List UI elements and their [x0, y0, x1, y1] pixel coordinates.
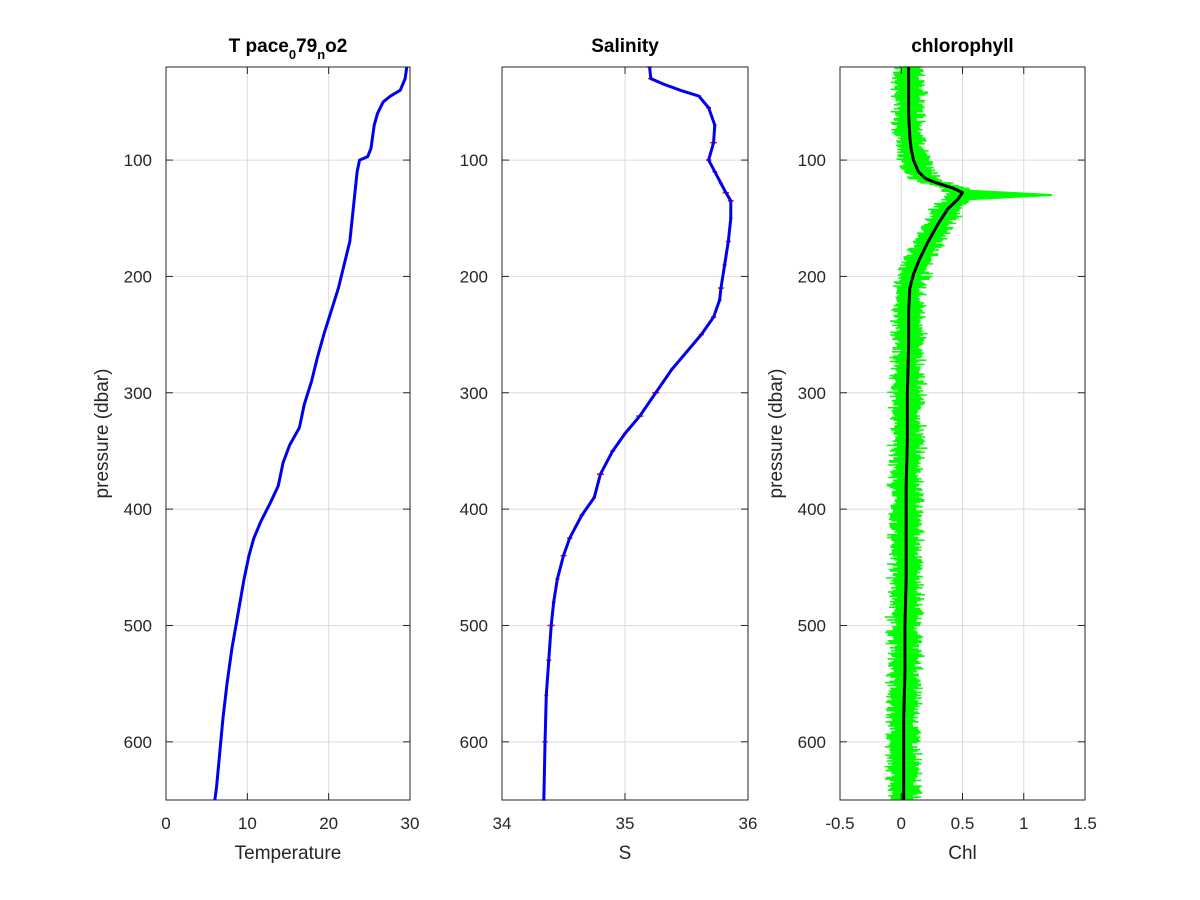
temperature-title: T pace079no2	[229, 36, 348, 62]
temperature-profile-line	[213, 66, 409, 801]
chlorophyll-title: chlorophyll	[911, 36, 1013, 57]
temperature-ticks: 0 10 20 30 100 200 300 400 500 600	[124, 67, 420, 833]
y-tick-label: 100	[460, 151, 488, 170]
x-tick-label: 1.5	[1073, 814, 1097, 833]
y-tick-label: 200	[124, 267, 152, 286]
x-tick-label: 36	[739, 814, 758, 833]
y-tick-label: 400	[460, 500, 488, 519]
salinity-panel: 34 35 36 100 200 300 400 500 600 Salinity S	[460, 36, 758, 864]
chlorophyll-panel: -0.5 0 0.5 1 1.5 100 200 300 400 500 600 chlorophy…	[766, 36, 1097, 864]
salinity-ticks: 34 35 36 100 200 300 400 500 600	[460, 67, 758, 833]
chl-spike	[962, 189, 1052, 201]
x-tick-label: 20	[319, 814, 338, 833]
x-tick-label: 30	[401, 814, 420, 833]
x-tick-label: -0.5	[825, 814, 854, 833]
y-tick-label: 300	[798, 384, 826, 403]
y-tick-label: 200	[460, 267, 488, 286]
temperature-plot	[213, 66, 409, 801]
x-tick-label: 0	[897, 814, 906, 833]
salinity-profile-line	[542, 66, 733, 801]
salinity-x-axis-label: S	[619, 843, 632, 864]
y-tick-label: 100	[798, 151, 826, 170]
x-tick-label: 1	[1019, 814, 1028, 833]
y-tick-label: 300	[460, 384, 488, 403]
chlorophyll-x-axis-label: Chl	[948, 843, 977, 864]
y-tick-label: 200	[798, 267, 826, 286]
x-tick-label: 0	[161, 814, 170, 833]
y-tick-label: 400	[124, 500, 152, 519]
x-tick-label: 34	[493, 814, 512, 833]
chlorophyll-profile-line	[902, 67, 964, 800]
y-tick-label: 600	[124, 733, 152, 752]
temperature-y-axis-label: pressure (dbar)	[92, 369, 113, 499]
chlorophyll-y-axis-label: pressure (dbar)	[766, 369, 787, 499]
salinity-title: Salinity	[591, 36, 659, 57]
temperature-x-axis-label: Temperature	[235, 843, 342, 864]
y-tick-label: 600	[798, 733, 826, 752]
chlorophyll-ticks: -0.5 0 0.5 1 1.5 100 200 300 400 500 600	[798, 67, 1097, 833]
x-tick-label: 10	[238, 814, 257, 833]
y-tick-label: 500	[460, 616, 488, 635]
y-tick-label: 100	[124, 151, 152, 170]
y-tick-label: 600	[460, 733, 488, 752]
y-tick-label: 500	[798, 616, 826, 635]
y-tick-label: 400	[798, 500, 826, 519]
x-tick-label: 0.5	[951, 814, 975, 833]
temperature-axes-frame	[165, 66, 411, 801]
temperature-panel: 0 10 20 30 100 200 300 400 500 600 T pace079no2 T…	[92, 36, 419, 864]
y-tick-label: 300	[124, 384, 152, 403]
x-tick-label: 35	[616, 814, 635, 833]
chlorophyll-plot	[884, 66, 1052, 800]
y-tick-label: 500	[124, 616, 152, 635]
